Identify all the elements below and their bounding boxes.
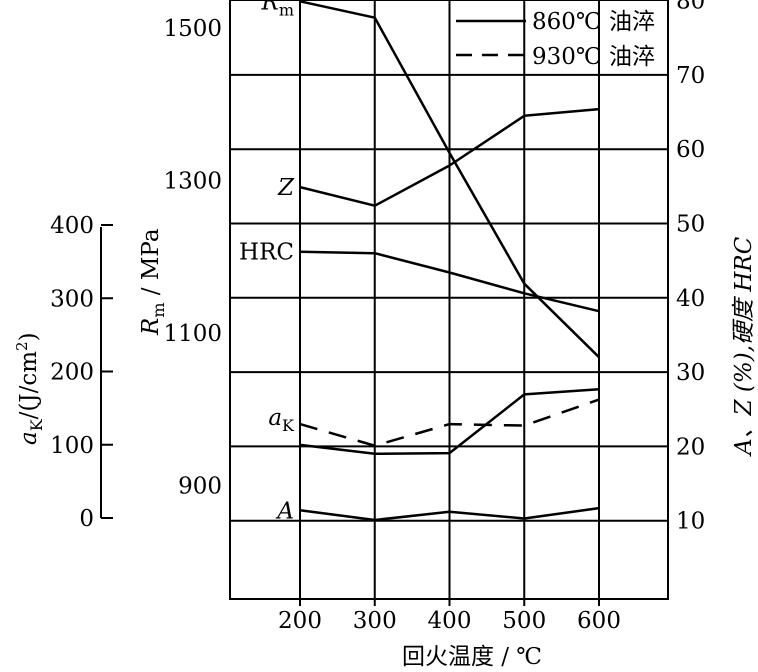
legend-label-930: 930℃ 油淬	[532, 44, 655, 70]
x-tick-label: 400	[428, 608, 472, 634]
right-tick-label: 30	[676, 360, 705, 386]
series-label-hrc: HRC	[239, 240, 294, 266]
series-label-ak: aK	[268, 405, 295, 435]
rm-tick-label: 1500	[163, 16, 222, 42]
ak-tick-label: 200	[50, 360, 94, 386]
series-label-rm: Rm	[261, 0, 295, 19]
rm-tick-label: 1100	[163, 321, 222, 347]
series-line-hrc	[299, 250, 600, 313]
right-tick-label: 80	[676, 0, 705, 15]
ak-tick-label: 300	[50, 286, 94, 312]
plot-frame	[229, 0, 669, 600]
ak-tick-label: 0	[79, 506, 94, 532]
series-line-rm	[299, 0, 600, 359]
ak-axis-title: aK/(J/cm2)	[13, 332, 46, 445]
ak-axis: 0 100 200 300 400	[50, 213, 113, 532]
x-tick-label: 300	[353, 608, 397, 634]
rm-tick-label: 900	[178, 474, 222, 500]
series-label-a: A	[275, 498, 294, 524]
x-tick-label: 200	[278, 608, 322, 634]
right-tick-label: 10	[676, 509, 705, 535]
legend: 860℃ 油淬 930℃ 油淬	[456, 9, 655, 70]
right-axis-title: A、Z (%),硬度 HRC	[731, 236, 757, 457]
right-tick-label: 60	[676, 137, 705, 163]
x-axis-title: 回火温度 / ℃	[402, 644, 542, 670]
ak-tick-label: 400	[50, 213, 94, 239]
x-tick-label: 500	[502, 608, 546, 634]
legend-label-860: 860℃ 油淬	[532, 9, 655, 35]
series-line-ak	[299, 387, 600, 456]
series-line-z	[299, 107, 600, 207]
right-tick-label: 70	[676, 63, 705, 89]
series-line-a	[299, 506, 600, 522]
right-tick-label: 50	[676, 212, 705, 238]
rm-axis-title: Rm / MPa	[138, 228, 168, 336]
ak-tick-label: 100	[50, 433, 94, 459]
rm-tick-label: 1300	[163, 168, 222, 194]
series-label-z: Z	[277, 175, 295, 201]
right-tick-label: 20	[676, 434, 705, 460]
x-tick-label: 600	[577, 608, 621, 634]
series-line-ak-930	[299, 398, 600, 447]
right-tick-label: 40	[676, 286, 705, 312]
